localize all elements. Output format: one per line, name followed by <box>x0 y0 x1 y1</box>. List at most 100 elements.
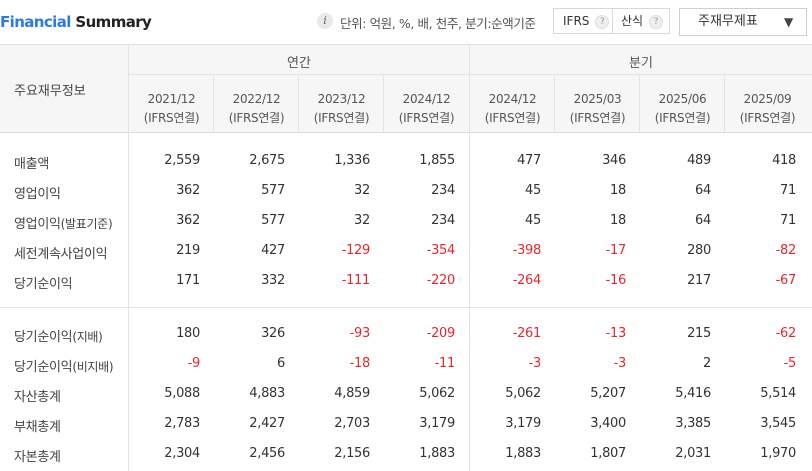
table-cell: 219 <box>176 243 200 258</box>
table-cell: 346 <box>602 153 626 168</box>
column-basis: (IFRS연결) <box>228 111 285 125</box>
row-label-main: 당기순이익 <box>14 360 73 375</box>
table-cell: 1,336 <box>334 153 370 168</box>
table-cell: 1,807 <box>590 446 626 461</box>
table-cell: -11 <box>434 356 456 371</box>
table-cell: 234 <box>431 183 455 198</box>
table-cell: -3 <box>528 356 542 371</box>
table-cell: 45 <box>525 183 541 198</box>
table-cell: -220 <box>426 273 456 288</box>
table-cell: -398 <box>512 243 542 258</box>
column-header: 2025/09 (IFRS연결) <box>725 90 810 128</box>
table-cell: 180 <box>176 326 200 341</box>
table-cell: 6 <box>277 356 285 371</box>
table-cell: 2,783 <box>164 416 200 431</box>
section-title: Financial Summary <box>0 13 152 31</box>
table-cell: -9 <box>187 356 201 371</box>
info-icon[interactable]: i <box>317 13 333 29</box>
table-cell: -17 <box>605 243 627 258</box>
table-cell: -13 <box>605 326 627 341</box>
column-basis: (IFRS연결) <box>569 111 626 125</box>
table-cell: 18 <box>610 183 626 198</box>
row-label: 자산총계 <box>14 386 61 405</box>
table-cell: 2,675 <box>249 153 285 168</box>
column-period: 2022/12 <box>232 92 281 106</box>
row-label: 당기순이익(비지배) <box>14 356 114 375</box>
option-ifrs[interactable]: IFRS? <box>563 9 610 33</box>
column-period: 2025/06 <box>658 92 707 106</box>
table-cell: 64 <box>695 213 711 228</box>
column-basis: (IFRS연결) <box>313 111 370 125</box>
table-cell: 2,427 <box>249 416 285 431</box>
table-cell: 3,179 <box>505 416 541 431</box>
row-label-main: 영업이익 <box>14 217 61 232</box>
column-period: 2025/03 <box>573 92 622 106</box>
table-cell: 2,559 <box>164 153 200 168</box>
summary-toolbar: Financial Summary i 단위: 억원, %, 배, 천주, 분기… <box>0 0 812 44</box>
help-icon[interactable]: ? <box>649 15 664 29</box>
column-period: 2021/12 <box>147 92 196 106</box>
row-label: 자본총계 <box>14 446 61 465</box>
row-label-main: 당기순이익 <box>14 330 73 345</box>
table-cell: 489 <box>687 153 711 168</box>
table-cell: -354 <box>426 243 456 258</box>
table-cell: 362 <box>176 213 200 228</box>
column-basis: (IFRS연결) <box>398 111 455 125</box>
chevron-down-icon: ▼ <box>784 15 794 29</box>
divider <box>128 44 129 471</box>
table-cell: 18 <box>610 213 626 228</box>
column-basis: (IFRS연결) <box>654 111 711 125</box>
divider <box>383 75 384 133</box>
divider <box>298 75 299 133</box>
table-cell: 1,883 <box>505 446 541 461</box>
row-label-main: 부채총계 <box>14 420 61 435</box>
divider <box>469 44 470 471</box>
table-cell: -264 <box>512 273 542 288</box>
table-cell: 5,514 <box>760 386 796 401</box>
row-label-main: 자본총계 <box>14 450 61 465</box>
table-cell: 5,088 <box>164 386 200 401</box>
divider <box>639 75 640 133</box>
table-cell: 362 <box>176 183 200 198</box>
option-formula[interactable]: 산식? <box>621 9 664 33</box>
row-label-main: 매출액 <box>14 157 49 172</box>
table-cell: -261 <box>512 326 542 341</box>
table-cell: -129 <box>341 243 371 258</box>
row-label: 당기순이익(지배) <box>14 326 103 345</box>
table-cell: 32 <box>354 183 370 198</box>
column-header: 2025/03 (IFRS연결) <box>555 90 640 128</box>
row-label-sub: (비지배) <box>72 360 114 374</box>
table-cell: 217 <box>687 273 711 288</box>
table-cell: 332 <box>261 273 285 288</box>
column-header: 2024/12 (IFRS연결) <box>470 90 555 128</box>
table-cell: 427 <box>261 243 285 258</box>
row-label: 매출액 <box>14 153 49 172</box>
column-header: 2021/12 (IFRS연결) <box>129 90 214 128</box>
table-cell: 577 <box>261 183 285 198</box>
unit-note: 단위: 억원, %, 배, 천주, 분기:순액기준 <box>340 16 536 31</box>
table-cell: 4,859 <box>334 386 370 401</box>
table-cell: 64 <box>695 183 711 198</box>
statement-type-select[interactable]: 주재무제표 ▼ <box>679 8 807 36</box>
option-ifrs-label: IFRS <box>563 14 590 28</box>
column-period: 2024/12 <box>488 92 537 106</box>
column-header: 2023/12 (IFRS연결) <box>299 90 384 128</box>
help-icon[interactable]: ? <box>595 15 610 29</box>
table-cell: 45 <box>525 213 541 228</box>
column-header: 2022/12 (IFRS연결) <box>214 90 299 128</box>
group-annual: 연간 <box>287 56 311 71</box>
table-cell: -62 <box>775 326 797 341</box>
table-cell: -18 <box>349 356 371 371</box>
column-header: 2024/12 (IFRS연결) <box>384 90 469 128</box>
divider <box>213 75 214 133</box>
table-cell: 2 <box>703 356 711 371</box>
table-cell: 418 <box>772 153 796 168</box>
divider <box>129 74 812 75</box>
divider <box>612 9 613 33</box>
table-cell: 2,031 <box>675 446 711 461</box>
table-cell: 215 <box>687 326 711 341</box>
table-cell: 71 <box>780 183 796 198</box>
table-cell: 3,400 <box>590 416 626 431</box>
table-cell: 2,456 <box>249 446 285 461</box>
table-cell: 1,883 <box>419 446 455 461</box>
